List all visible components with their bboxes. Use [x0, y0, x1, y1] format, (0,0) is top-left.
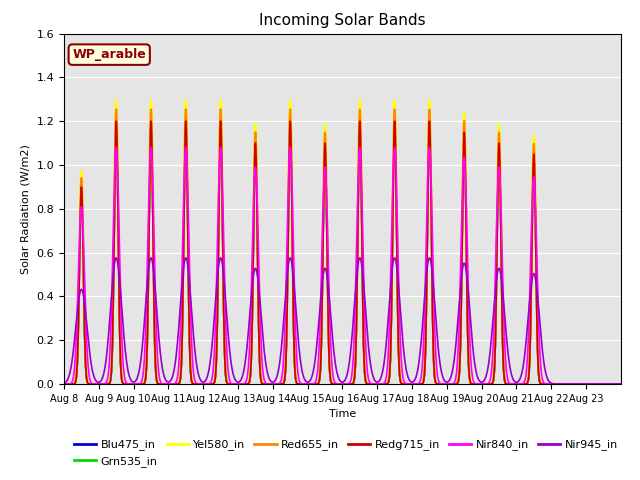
X-axis label: Time: Time [329, 409, 356, 419]
Title: Incoming Solar Bands: Incoming Solar Bands [259, 13, 426, 28]
Legend: Blu475_in, Grn535_in, Yel580_in, Red655_in, Redg715_in, Nir840_in, Nir945_in: Blu475_in, Grn535_in, Yel580_in, Red655_… [70, 435, 622, 471]
Text: WP_arable: WP_arable [72, 48, 146, 61]
Y-axis label: Solar Radiation (W/m2): Solar Radiation (W/m2) [21, 144, 31, 274]
